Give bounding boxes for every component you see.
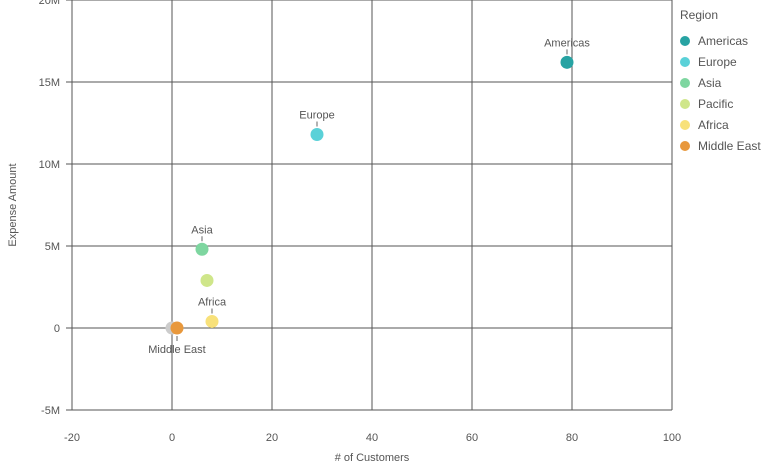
- legend-dot: [680, 140, 690, 151]
- legend-label: Pacific: [698, 96, 734, 111]
- data-points: [165, 55, 574, 335]
- legend-dot: [680, 98, 690, 109]
- legend-item[interactable]: Middle East: [680, 135, 768, 156]
- y-axis-title: Expense Amount: [7, 163, 19, 246]
- legend-label: Asia: [698, 75, 722, 90]
- y-tick-label: 0: [54, 323, 60, 335]
- legend-items: Americas Europe Asia Pacific Africa Middle Ea…: [680, 30, 768, 156]
- data-label: Asia: [191, 224, 213, 236]
- legend-dot: [680, 77, 690, 88]
- axes: -20 0 20 40 60 80 100 -5M 0 5M 10M 15M 20M: [39, 0, 681, 444]
- legend-label: Europe: [698, 54, 737, 69]
- legend-item[interactable]: Europe: [680, 51, 768, 72]
- data-labels: Americas Europe Asia Africa Middle East: [148, 37, 590, 356]
- y-tick-label: -5M: [41, 405, 60, 417]
- y-tick-label: 20M: [39, 0, 60, 7]
- x-tick-label: 80: [566, 432, 578, 444]
- grid-lines: [71, 0, 673, 411]
- data-point-europe[interactable]: [310, 127, 324, 141]
- x-tick-label: 20: [266, 432, 278, 444]
- y-tick-label: 15M: [39, 77, 60, 89]
- x-tick-label: 60: [466, 432, 478, 444]
- data-point-pacific[interactable]: [200, 273, 214, 287]
- x-tick-label: 40: [366, 432, 378, 444]
- x-axis-title: # of Customers: [335, 452, 410, 464]
- data-point-africa[interactable]: [205, 314, 219, 328]
- data-point-asia[interactable]: [195, 242, 209, 256]
- x-tick-label: 100: [663, 432, 681, 444]
- x-tick-label: 0: [169, 432, 175, 444]
- legend-item[interactable]: Asia: [680, 72, 768, 93]
- data-point-americas[interactable]: [560, 55, 574, 69]
- legend: Region Americas Europe Asia Pacific Africa Mi…: [680, 8, 768, 156]
- data-label: Americas: [544, 37, 590, 49]
- legend-label: Americas: [698, 33, 749, 48]
- y-tick-label: 5M: [45, 241, 60, 253]
- data-point-middle-east[interactable]: [170, 321, 184, 335]
- x-tick-label: -20: [64, 432, 80, 444]
- legend-item[interactable]: Americas: [680, 30, 768, 51]
- legend-label: Africa: [698, 117, 729, 132]
- legend-dot: [680, 119, 690, 130]
- data-label: Africa: [198, 296, 227, 308]
- legend-item[interactable]: Pacific: [680, 93, 768, 114]
- legend-title: Region: [680, 8, 719, 22]
- legend-label: Middle East: [698, 138, 761, 153]
- y-tick-label: 10M: [39, 159, 60, 171]
- legend-dot: [680, 35, 690, 46]
- data-label: Europe: [299, 109, 334, 121]
- legend-dot: [680, 56, 690, 67]
- data-label: Middle East: [148, 344, 205, 356]
- legend-item[interactable]: Africa: [680, 114, 768, 135]
